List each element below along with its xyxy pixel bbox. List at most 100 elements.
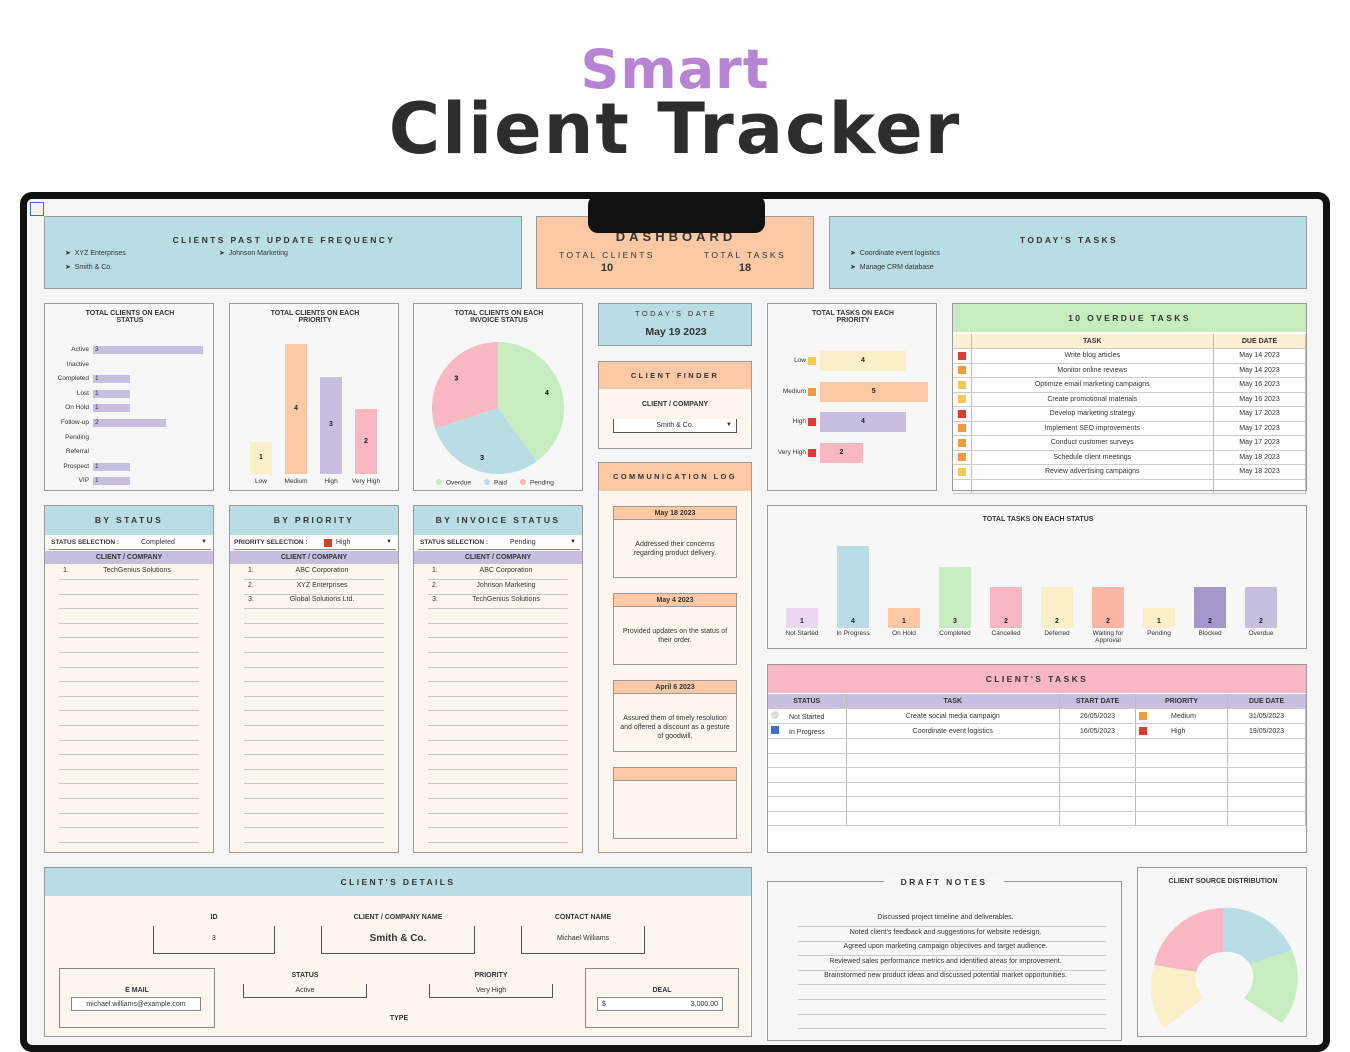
overdue-col-due: DUE DATE — [1213, 334, 1306, 349]
by-invoice-selector[interactable]: STATUS SELECTION : Pending ▼ — [418, 537, 580, 550]
list-rule — [244, 725, 384, 726]
status-chart-title: TOTAL CLIENTS ON EACH STATUS — [85, 310, 175, 324]
status-row-label: Prospect — [63, 462, 89, 470]
draft-notes-panel: DRAFT NOTES Discussed project timeline a… — [767, 877, 1122, 1041]
list-rule — [59, 827, 199, 829]
priority-icon — [1139, 727, 1147, 735]
source-donut — [1150, 907, 1298, 1028]
cell — [846, 767, 1060, 783]
overdue-col-icon — [953, 334, 972, 349]
cell — [1227, 796, 1306, 812]
list-row-number: 1. — [248, 567, 254, 574]
cell — [768, 738, 847, 754]
list-rule — [59, 725, 199, 726]
contact-name-field[interactable]: Michael Williams — [521, 926, 645, 954]
list-row-number: 1. — [432, 567, 438, 574]
list-rule — [428, 666, 568, 668]
alert-icon — [957, 424, 966, 433]
cell — [846, 811, 1060, 826]
list-rule — [428, 637, 568, 639]
tp-bar — [820, 351, 906, 371]
client-task-row-empty — [768, 767, 1306, 783]
status-task-bar — [1245, 587, 1277, 628]
overdue-due: May 17 2023 — [1213, 406, 1306, 422]
list-row-number: 2. — [432, 581, 438, 589]
overdue-col-task: TASK — [971, 334, 1214, 349]
priority-bar-label: Low — [255, 478, 267, 485]
cell-selection[interactable] — [30, 202, 44, 216]
comm-entry-text: Assured them of timely resolution and of… — [620, 715, 730, 740]
id-field[interactable]: 3 — [153, 926, 275, 954]
chevron-down-icon: ▼ — [570, 539, 576, 545]
overdue-task: Schedule client meetings — [971, 450, 1214, 465]
status-task-label: Cancelled — [991, 630, 1021, 637]
overdue-icon-cell — [953, 435, 972, 451]
list-rule — [244, 666, 384, 668]
overdue-icon-cell — [953, 363, 972, 378]
by-status-selector[interactable]: STATUS SELECTION : Completed ▼ — [49, 537, 211, 550]
todays-tasks-panel: TODAY'S TASKS ➤ Coordinate event logisti… — [829, 216, 1307, 289]
tp-bar-label: Low — [794, 357, 806, 364]
company-name-field[interactable]: Smith & Co. — [321, 926, 475, 954]
list-rule — [59, 637, 199, 639]
status-task-bar — [990, 587, 1022, 628]
by-priority-col: CLIENT / COMPANY — [230, 551, 398, 564]
tp-bar-value: 4 — [861, 418, 865, 425]
status-field[interactable]: Active — [243, 984, 367, 998]
cell — [1059, 782, 1136, 797]
priority-icon — [1139, 712, 1147, 720]
list-row-name: ABC Corporation — [295, 567, 349, 574]
list-rule — [59, 652, 199, 653]
draft-note: Agreed upon marketing campaign objective… — [843, 943, 1048, 951]
by-priority-selector[interactable]: PRIORITY SELECTION : High ▼ — [234, 537, 396, 550]
status-bar-value: 3 — [95, 346, 99, 353]
by-status-panel: BY STATUS STATUS SELECTION : Completed ▼… — [44, 505, 214, 853]
list-row-name: TechGenius Solutions — [103, 567, 171, 574]
pie-slice-value: 3 — [454, 376, 458, 383]
cell — [846, 796, 1060, 812]
cell — [1059, 796, 1136, 812]
overdue-due: May 16 2023 — [1213, 377, 1306, 393]
email-field[interactable]: michael.williams@example.com — [71, 997, 201, 1011]
list-rule — [428, 593, 568, 595]
list-rule — [59, 798, 199, 799]
client-tasks-panel: CLIENT'S TASKS STATUS TASK START DATE PR… — [767, 664, 1307, 853]
priority-flag-icon — [324, 539, 332, 547]
tp-bar-label: High — [792, 418, 806, 425]
communication-log-title: COMMUNICATION LOG — [599, 463, 751, 491]
deal-field[interactable]: $3,000.00 — [597, 997, 723, 1011]
comm-entry-text: Addressed their concerns regarding produ… — [633, 541, 717, 557]
list-rule — [244, 827, 384, 829]
ct-start: 26/05/2023 — [1059, 708, 1136, 724]
id-label: ID — [210, 914, 218, 921]
list-rule — [244, 593, 384, 595]
by-priority-panel: BY PRIORITY PRIORITY SELECTION : High ▼ … — [229, 505, 399, 853]
overdue-icon-cell — [953, 392, 972, 407]
overdue-task: Write blog articles — [971, 348, 1214, 364]
list-row-number: 3. — [248, 596, 254, 604]
legend-label: Overdue — [446, 480, 471, 487]
client-finder-dropdown[interactable]: Smith & Co. ▼ — [613, 419, 737, 433]
overdue-tasks-panel: 10 OVERDUE TASKS TASK DUE DATE Write blog… — [952, 303, 1307, 494]
list-rule — [428, 812, 568, 814]
status-bar-value: 1 — [95, 389, 99, 397]
overdue-row: Conduct customer surveys May 17 2023 — [953, 435, 1306, 451]
by-invoice-title: BY INVOICE STATUS — [414, 506, 582, 535]
comm-entry — [613, 767, 737, 839]
list-rule — [244, 608, 384, 610]
overdue-title: 10 OVERDUE TASKS — [953, 304, 1306, 332]
overdue-row: Monitor online reviews May 14 2023 — [953, 363, 1306, 378]
priority-bar-value: 3 — [329, 421, 333, 429]
status-task-label: Not Started — [785, 630, 819, 637]
status-bar — [93, 419, 166, 427]
hero-title-main: Client Tracker — [388, 88, 962, 170]
company-name-label: CLIENT / COMPANY NAME — [353, 914, 443, 921]
list-rule — [244, 768, 384, 770]
note-rule — [798, 940, 1106, 942]
draft-note: Noted client's feedback and suggestions … — [849, 928, 1042, 936]
status-task-value: 2 — [1055, 618, 1059, 625]
priority-field[interactable]: Very High — [429, 984, 553, 998]
cell — [953, 479, 972, 494]
by-priority-sel-label: PRIORITY SELECTION : — [234, 539, 308, 546]
status-task-value: 1 — [800, 618, 804, 625]
